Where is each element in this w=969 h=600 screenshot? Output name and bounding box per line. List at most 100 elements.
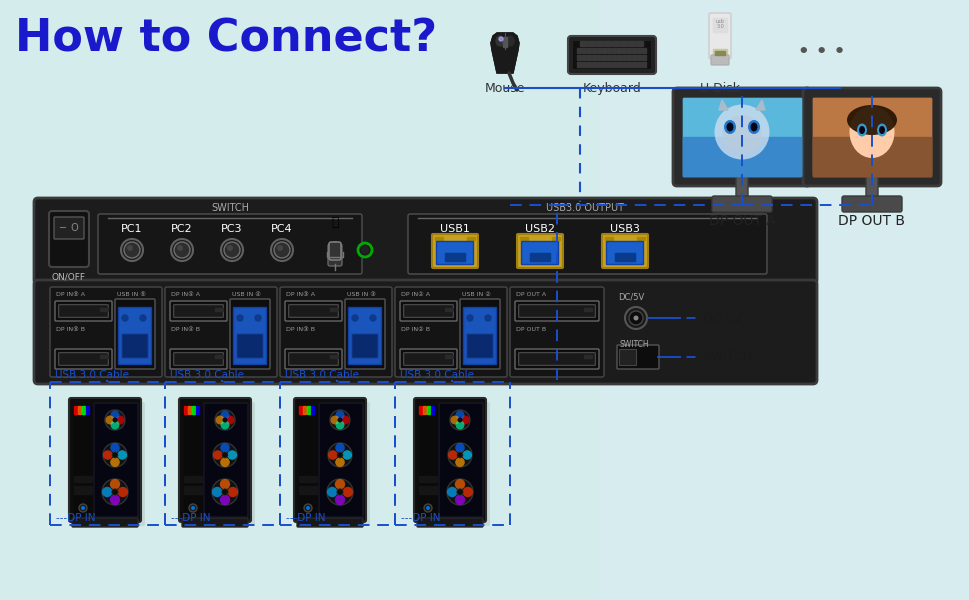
Ellipse shape [455,421,464,430]
Text: PC1: PC1 [121,224,142,234]
Ellipse shape [857,124,866,136]
Bar [632,55,636,60]
Ellipse shape [273,242,290,258]
FancyBboxPatch shape [72,518,138,527]
Ellipse shape [111,452,118,458]
FancyBboxPatch shape [280,287,391,377]
Bar [591,48,595,53]
Text: PC4: PC4 [271,224,293,234]
FancyBboxPatch shape [94,403,138,517]
Bar [581,62,585,67]
Ellipse shape [215,415,224,425]
Ellipse shape [747,120,760,134]
Bar [529,253,549,261]
Ellipse shape [110,410,119,419]
Ellipse shape [255,315,261,321]
Text: DP IN④ A: DP IN④ A [171,292,200,297]
FancyBboxPatch shape [50,287,162,377]
Ellipse shape [726,122,733,131]
Ellipse shape [335,421,344,430]
Bar [626,62,631,67]
Ellipse shape [335,457,344,467]
Ellipse shape [222,418,228,422]
Ellipse shape [127,245,133,251]
Text: USB IN ④: USB IN ④ [232,292,261,297]
Ellipse shape [110,457,120,467]
Text: USB3: USB3 [610,224,640,234]
FancyBboxPatch shape [294,398,365,522]
FancyBboxPatch shape [297,518,362,527]
Ellipse shape [109,479,120,490]
FancyBboxPatch shape [459,299,499,369]
Bar [812,137,930,176]
FancyBboxPatch shape [73,402,144,526]
Text: U Disk: U Disk [700,82,739,95]
Bar [306,406,310,414]
Text: USB IN ②: USB IN ② [461,292,490,297]
Text: SWITCH: SWITCH [619,340,649,349]
Text: USB 3.0 Cable: USB 3.0 Cable [170,370,244,380]
Bar [466,237,475,240]
Bar [422,406,425,414]
FancyBboxPatch shape [55,301,111,321]
Ellipse shape [220,494,230,505]
Bar [607,62,610,67]
FancyBboxPatch shape [708,13,731,59]
Bar [192,406,195,414]
Text: PC3: PC3 [221,224,242,234]
Ellipse shape [340,415,349,425]
FancyBboxPatch shape [69,398,141,522]
Ellipse shape [484,315,490,321]
Bar [579,41,586,46]
Bar [86,406,89,414]
Text: ---DP IN: ---DP IN [171,513,210,523]
Ellipse shape [213,450,222,460]
Ellipse shape [227,450,236,460]
FancyBboxPatch shape [394,287,507,377]
Bar [596,48,601,53]
Bar [82,406,85,414]
Ellipse shape [189,504,197,512]
Bar [188,406,191,414]
Ellipse shape [495,36,504,46]
Ellipse shape [212,479,237,505]
Bar [586,55,590,60]
FancyBboxPatch shape [328,244,342,266]
FancyBboxPatch shape [710,55,729,65]
Ellipse shape [454,479,465,490]
Bar [577,48,580,53]
FancyBboxPatch shape [34,198,816,284]
Bar [627,41,635,46]
Bar [812,173,930,176]
Bar [581,55,585,60]
FancyBboxPatch shape [418,402,489,526]
FancyBboxPatch shape [59,353,109,365]
Text: How to Connect?: How to Connect? [15,18,437,61]
Bar [637,62,641,67]
Ellipse shape [466,315,473,321]
Polygon shape [490,33,518,73]
Bar [184,476,202,482]
FancyBboxPatch shape [568,36,655,74]
FancyBboxPatch shape [414,398,485,522]
Ellipse shape [335,410,344,419]
Text: USB 3.0 Cable: USB 3.0 Cable [399,370,474,380]
FancyBboxPatch shape [203,403,248,517]
FancyBboxPatch shape [403,305,453,317]
Bar [329,308,337,311]
Bar [419,406,437,514]
Ellipse shape [460,415,469,425]
Ellipse shape [176,245,183,251]
Bar [614,253,635,261]
Ellipse shape [328,443,352,467]
Text: ON/OFF: ON/OFF [52,272,86,281]
Bar [602,62,606,67]
Bar [591,62,595,67]
Ellipse shape [369,315,376,321]
Bar [626,48,631,53]
Bar [602,55,606,60]
Ellipse shape [455,410,464,419]
Ellipse shape [111,489,118,495]
FancyBboxPatch shape [121,334,148,358]
FancyBboxPatch shape [297,402,369,526]
